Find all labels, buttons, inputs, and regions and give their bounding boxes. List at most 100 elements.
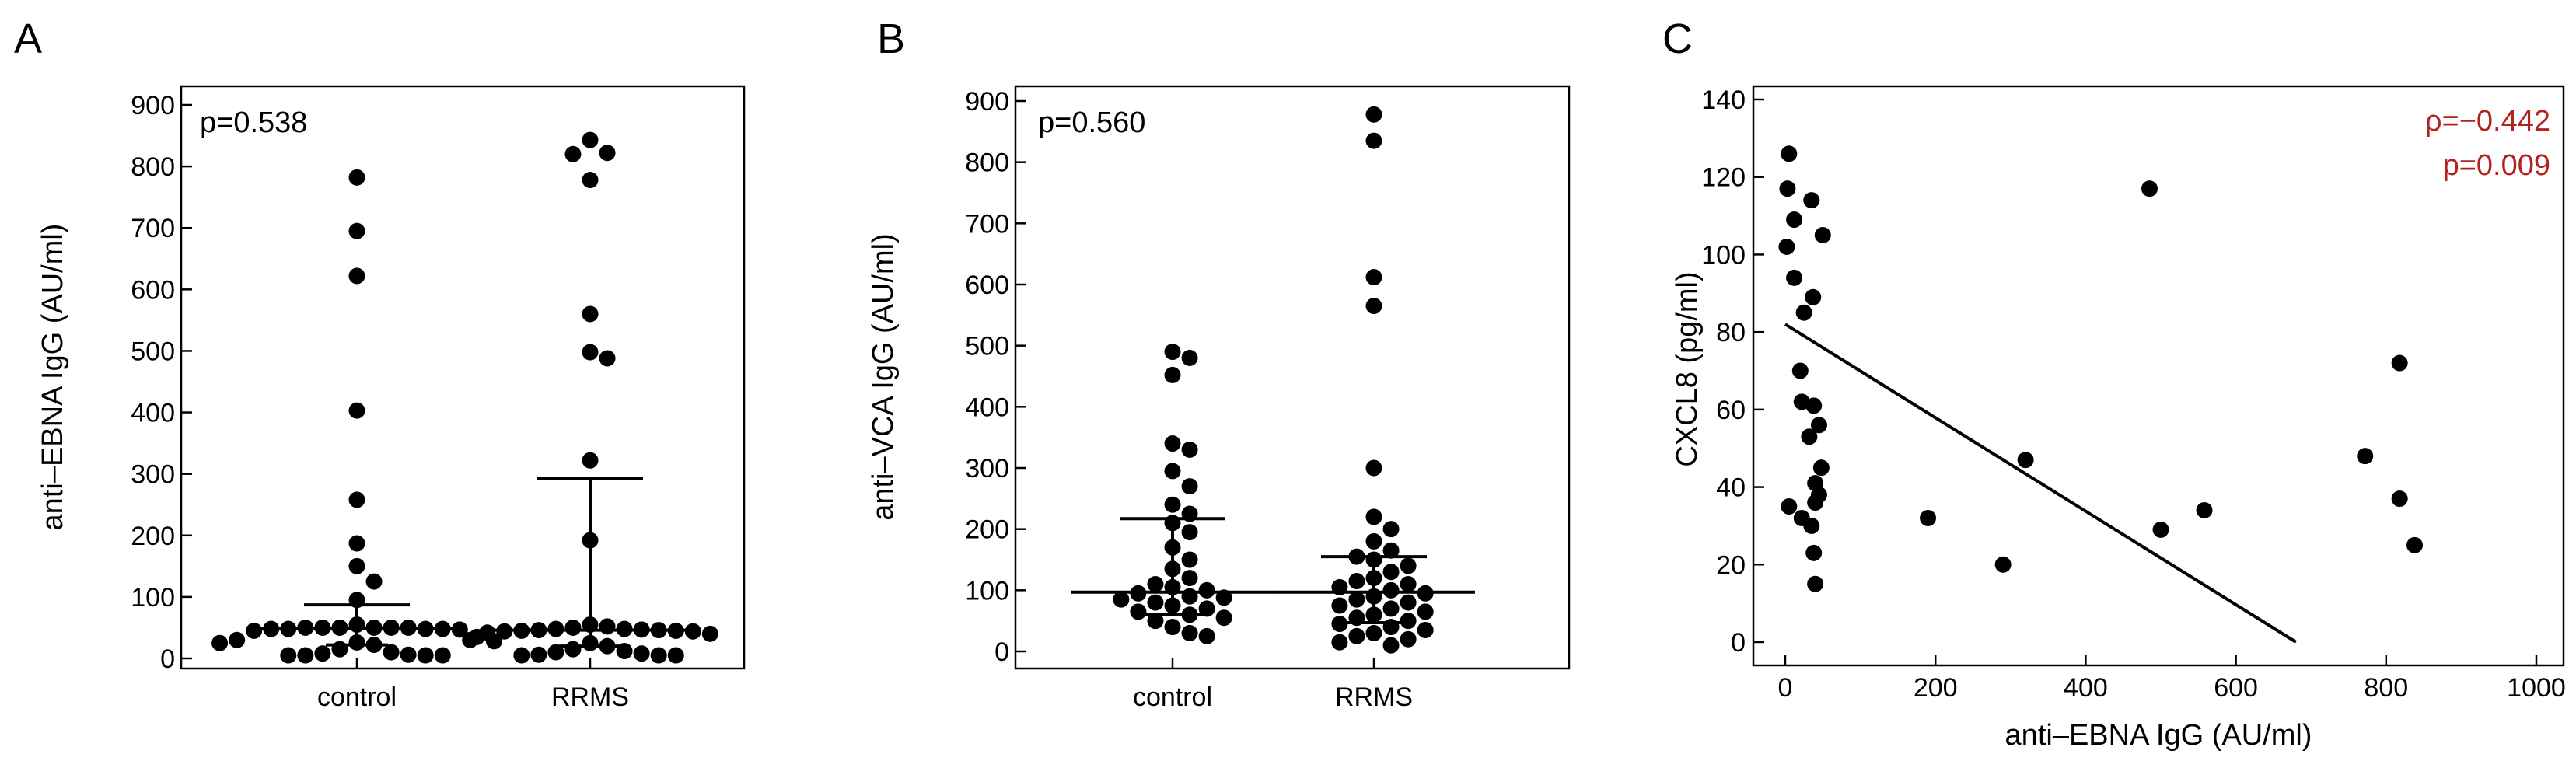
data-point [1181,624,1198,641]
y-tick-label: 40 [1716,473,1746,503]
data-point [1994,556,2012,573]
regression-line [1784,323,2297,644]
data-point [1801,428,1818,445]
panel-c-y-axis-title: CXCL8 (pg/ml) [1671,271,1704,466]
data-point [1805,288,1822,305]
panel-b: B p=0.560 anti–VCA IgG (AU/ml) 0 100 200 30… [867,16,1571,712]
data-point [1198,581,1215,599]
x-tick-label: 600 [2214,673,2258,703]
panel-b-letter: B [877,16,905,62]
data-point [1382,542,1400,559]
y-tick-label: 120 [1701,163,1746,193]
data-point [1382,637,1400,654]
data-point [1147,594,1164,611]
data-point [564,145,582,162]
data-point [1812,459,1830,477]
data-point [1365,532,1382,550]
data-point [229,631,246,648]
data-point [1331,597,1348,614]
data-point [348,535,365,552]
data-point [599,618,616,635]
data-point [1181,349,1198,366]
data-point [633,645,650,662]
data-point [1331,634,1348,651]
data-point [1382,564,1400,581]
y-tick-label: 80 [1716,318,1746,347]
data-point [1147,613,1164,630]
x-category-label: control [317,682,397,712]
data-point [1348,627,1365,644]
data-point [1382,600,1400,617]
panel-b-x-categories: control RRMS [1133,658,1413,712]
y-tick-label: 600 [965,271,1009,300]
data-point [1365,269,1382,286]
x-tick-label: 0 [1778,673,1793,703]
data-point [1781,145,1798,162]
panel-b-frame [1014,85,1571,670]
data-point [1778,238,1795,255]
data-point [348,267,365,285]
y-tick-label: 140 [1701,86,1746,115]
y-tick-label: 100 [1701,240,1746,270]
y-tick-label: 800 [965,148,1009,178]
panel-c-rho-value: ρ=−0.442 [2425,105,2550,138]
y-tick-label: 100 [965,576,1009,606]
y-tick-label: 60 [1716,396,1746,425]
panel-a-letter: A [14,16,42,62]
data-point [1164,344,1181,361]
panel-a-marks [211,131,718,664]
data-point [479,624,496,641]
data-point [547,644,564,661]
data-point [1365,298,1382,315]
data-point [1365,459,1382,477]
data-point [1164,619,1181,636]
data-point [1348,591,1365,608]
panel-b-y-axis-title: anti–VCA IgG (AU/ml) [867,233,900,521]
data-point [1147,575,1164,592]
panel-a-x-categories: control RRMS [317,658,629,712]
y-tick-label: 500 [131,337,175,366]
data-point [1130,603,1147,620]
data-point [1417,621,1434,638]
data-point [684,623,701,640]
data-point [1164,366,1181,383]
data-point [2196,501,2213,518]
data-point [1417,603,1434,620]
data-point [383,644,400,661]
data-point [1164,435,1181,452]
data-point [1365,508,1382,525]
data-point [582,131,599,148]
data-point [2141,180,2158,197]
data-point [650,647,667,664]
data-point [1807,575,1824,592]
y-tick-label: 500 [965,332,1009,361]
data-point [2152,521,2169,538]
data-point [400,646,417,663]
data-point [1382,521,1400,538]
data-point [2391,490,2408,508]
data-point [451,621,468,638]
data-point [1786,269,1803,286]
y-tick-label: 900 [965,87,1009,117]
y-tick-label: 700 [131,214,175,243]
data-point [1331,616,1348,633]
y-tick-label: 200 [965,515,1009,545]
data-point [1215,609,1232,627]
data-point [1795,304,1812,321]
x-tick-label: 400 [2064,673,2108,703]
data-point [1400,594,1417,611]
data-point [599,145,616,162]
panel-a-y-axis-title: anti–EBNA IgG (AU/ml) [37,224,69,531]
data-point [1814,227,1831,243]
panel-c: C ρ=−0.442 p=0.009 CXCL8 (pg/ml) anti–EB… [1662,16,2566,752]
data-point [1803,192,1820,209]
data-point [582,305,599,323]
x-tick-label: 200 [1914,673,1958,703]
data-point [1805,397,1823,414]
panel-c-y-ticks: 0 20 40 60 80 100 120 140 [1701,86,1764,658]
panel-a-y-ticks: 0 100 200 300 400 500 600 700 800 900 [131,91,192,674]
data-point [2357,448,2374,465]
data-point [348,222,365,239]
x-tick-label: 800 [2364,673,2408,703]
data-point [1803,517,1820,534]
